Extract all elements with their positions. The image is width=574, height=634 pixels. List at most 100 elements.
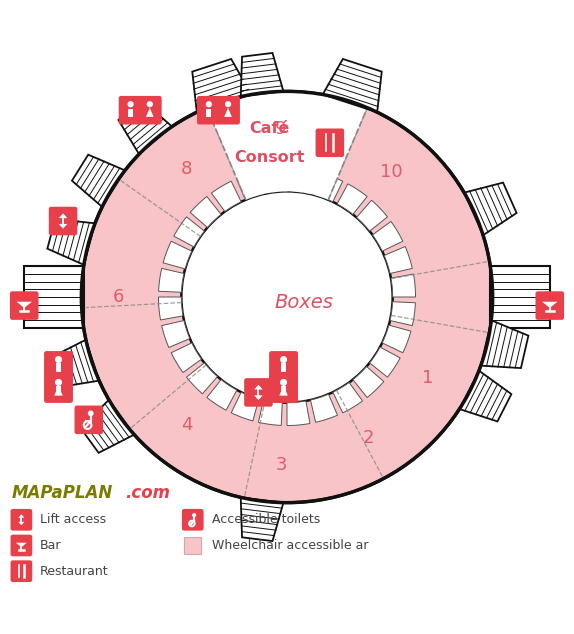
Polygon shape bbox=[158, 297, 183, 320]
Circle shape bbox=[280, 379, 287, 385]
Polygon shape bbox=[59, 214, 67, 218]
Polygon shape bbox=[162, 321, 190, 347]
Polygon shape bbox=[391, 274, 416, 297]
Circle shape bbox=[205, 101, 212, 107]
Polygon shape bbox=[382, 325, 411, 353]
Polygon shape bbox=[211, 181, 241, 212]
Polygon shape bbox=[353, 366, 384, 398]
Text: Boxes: Boxes bbox=[275, 293, 333, 312]
Polygon shape bbox=[187, 363, 218, 394]
Text: 1: 1 bbox=[422, 370, 434, 387]
FancyBboxPatch shape bbox=[269, 351, 298, 380]
Polygon shape bbox=[163, 242, 192, 269]
Bar bbox=[128, 108, 133, 117]
FancyBboxPatch shape bbox=[119, 96, 162, 124]
Polygon shape bbox=[146, 108, 154, 117]
Polygon shape bbox=[190, 197, 221, 228]
Polygon shape bbox=[287, 401, 310, 425]
Polygon shape bbox=[254, 385, 263, 389]
Polygon shape bbox=[323, 59, 382, 112]
Bar bbox=[24, 266, 84, 328]
Text: Accessible toilets: Accessible toilets bbox=[212, 514, 320, 526]
FancyBboxPatch shape bbox=[316, 129, 344, 157]
Polygon shape bbox=[459, 371, 511, 422]
FancyBboxPatch shape bbox=[269, 351, 298, 380]
Polygon shape bbox=[258, 400, 282, 425]
Bar bbox=[56, 363, 61, 372]
Polygon shape bbox=[333, 382, 363, 413]
Polygon shape bbox=[241, 498, 284, 541]
Polygon shape bbox=[118, 100, 172, 154]
Polygon shape bbox=[158, 268, 184, 292]
Polygon shape bbox=[542, 302, 557, 308]
Wedge shape bbox=[207, 91, 367, 200]
Circle shape bbox=[55, 356, 62, 363]
Polygon shape bbox=[18, 522, 25, 525]
Text: MAPaPLAN: MAPaPLAN bbox=[11, 484, 113, 502]
Bar bbox=[69, 266, 86, 328]
Bar bbox=[56, 386, 61, 395]
Polygon shape bbox=[356, 200, 387, 231]
Bar bbox=[184, 537, 201, 554]
Bar bbox=[490, 266, 504, 328]
Polygon shape bbox=[207, 380, 237, 410]
Polygon shape bbox=[280, 386, 288, 396]
Text: Wheelchair accessible ar: Wheelchair accessible ar bbox=[212, 539, 368, 552]
Text: Restaurant: Restaurant bbox=[40, 565, 109, 578]
FancyBboxPatch shape bbox=[44, 351, 73, 380]
FancyBboxPatch shape bbox=[10, 291, 38, 320]
Polygon shape bbox=[481, 320, 529, 368]
Polygon shape bbox=[390, 302, 416, 326]
Polygon shape bbox=[50, 340, 99, 387]
FancyBboxPatch shape bbox=[269, 374, 298, 403]
Polygon shape bbox=[72, 155, 125, 207]
Polygon shape bbox=[384, 247, 412, 273]
Circle shape bbox=[55, 356, 62, 363]
Text: Lift access: Lift access bbox=[40, 514, 106, 526]
Bar bbox=[281, 363, 286, 372]
FancyBboxPatch shape bbox=[182, 509, 204, 531]
Text: 3: 3 bbox=[276, 456, 287, 474]
Circle shape bbox=[225, 101, 231, 107]
Polygon shape bbox=[54, 386, 63, 396]
Polygon shape bbox=[171, 343, 201, 373]
Bar bbox=[56, 363, 61, 372]
Text: .com: .com bbox=[125, 484, 170, 502]
Polygon shape bbox=[59, 224, 67, 229]
Circle shape bbox=[280, 379, 287, 385]
Text: 2: 2 bbox=[363, 429, 374, 447]
Bar bbox=[207, 108, 211, 117]
Polygon shape bbox=[18, 514, 25, 518]
Polygon shape bbox=[192, 59, 251, 112]
FancyBboxPatch shape bbox=[44, 374, 73, 403]
Circle shape bbox=[181, 191, 393, 403]
Bar bbox=[490, 266, 550, 328]
Circle shape bbox=[82, 91, 492, 503]
Polygon shape bbox=[311, 394, 338, 422]
FancyBboxPatch shape bbox=[44, 374, 73, 403]
Polygon shape bbox=[236, 172, 263, 200]
FancyBboxPatch shape bbox=[269, 374, 298, 403]
FancyBboxPatch shape bbox=[75, 406, 103, 434]
Bar bbox=[281, 363, 286, 372]
Text: 4: 4 bbox=[181, 417, 192, 434]
Circle shape bbox=[147, 101, 153, 107]
Text: 6: 6 bbox=[113, 288, 124, 306]
Polygon shape bbox=[80, 400, 134, 453]
FancyBboxPatch shape bbox=[197, 96, 240, 124]
Polygon shape bbox=[337, 184, 367, 214]
Polygon shape bbox=[224, 108, 232, 117]
Text: Café: Café bbox=[250, 121, 290, 136]
Circle shape bbox=[280, 356, 287, 363]
Circle shape bbox=[55, 379, 62, 385]
FancyBboxPatch shape bbox=[244, 378, 273, 406]
Polygon shape bbox=[174, 217, 204, 247]
Polygon shape bbox=[464, 183, 517, 235]
Bar bbox=[281, 386, 286, 395]
Polygon shape bbox=[16, 543, 27, 547]
Polygon shape bbox=[231, 392, 259, 421]
Text: 8: 8 bbox=[181, 160, 192, 178]
Polygon shape bbox=[47, 219, 95, 265]
Polygon shape bbox=[241, 53, 284, 96]
Text: Bar: Bar bbox=[40, 539, 62, 552]
